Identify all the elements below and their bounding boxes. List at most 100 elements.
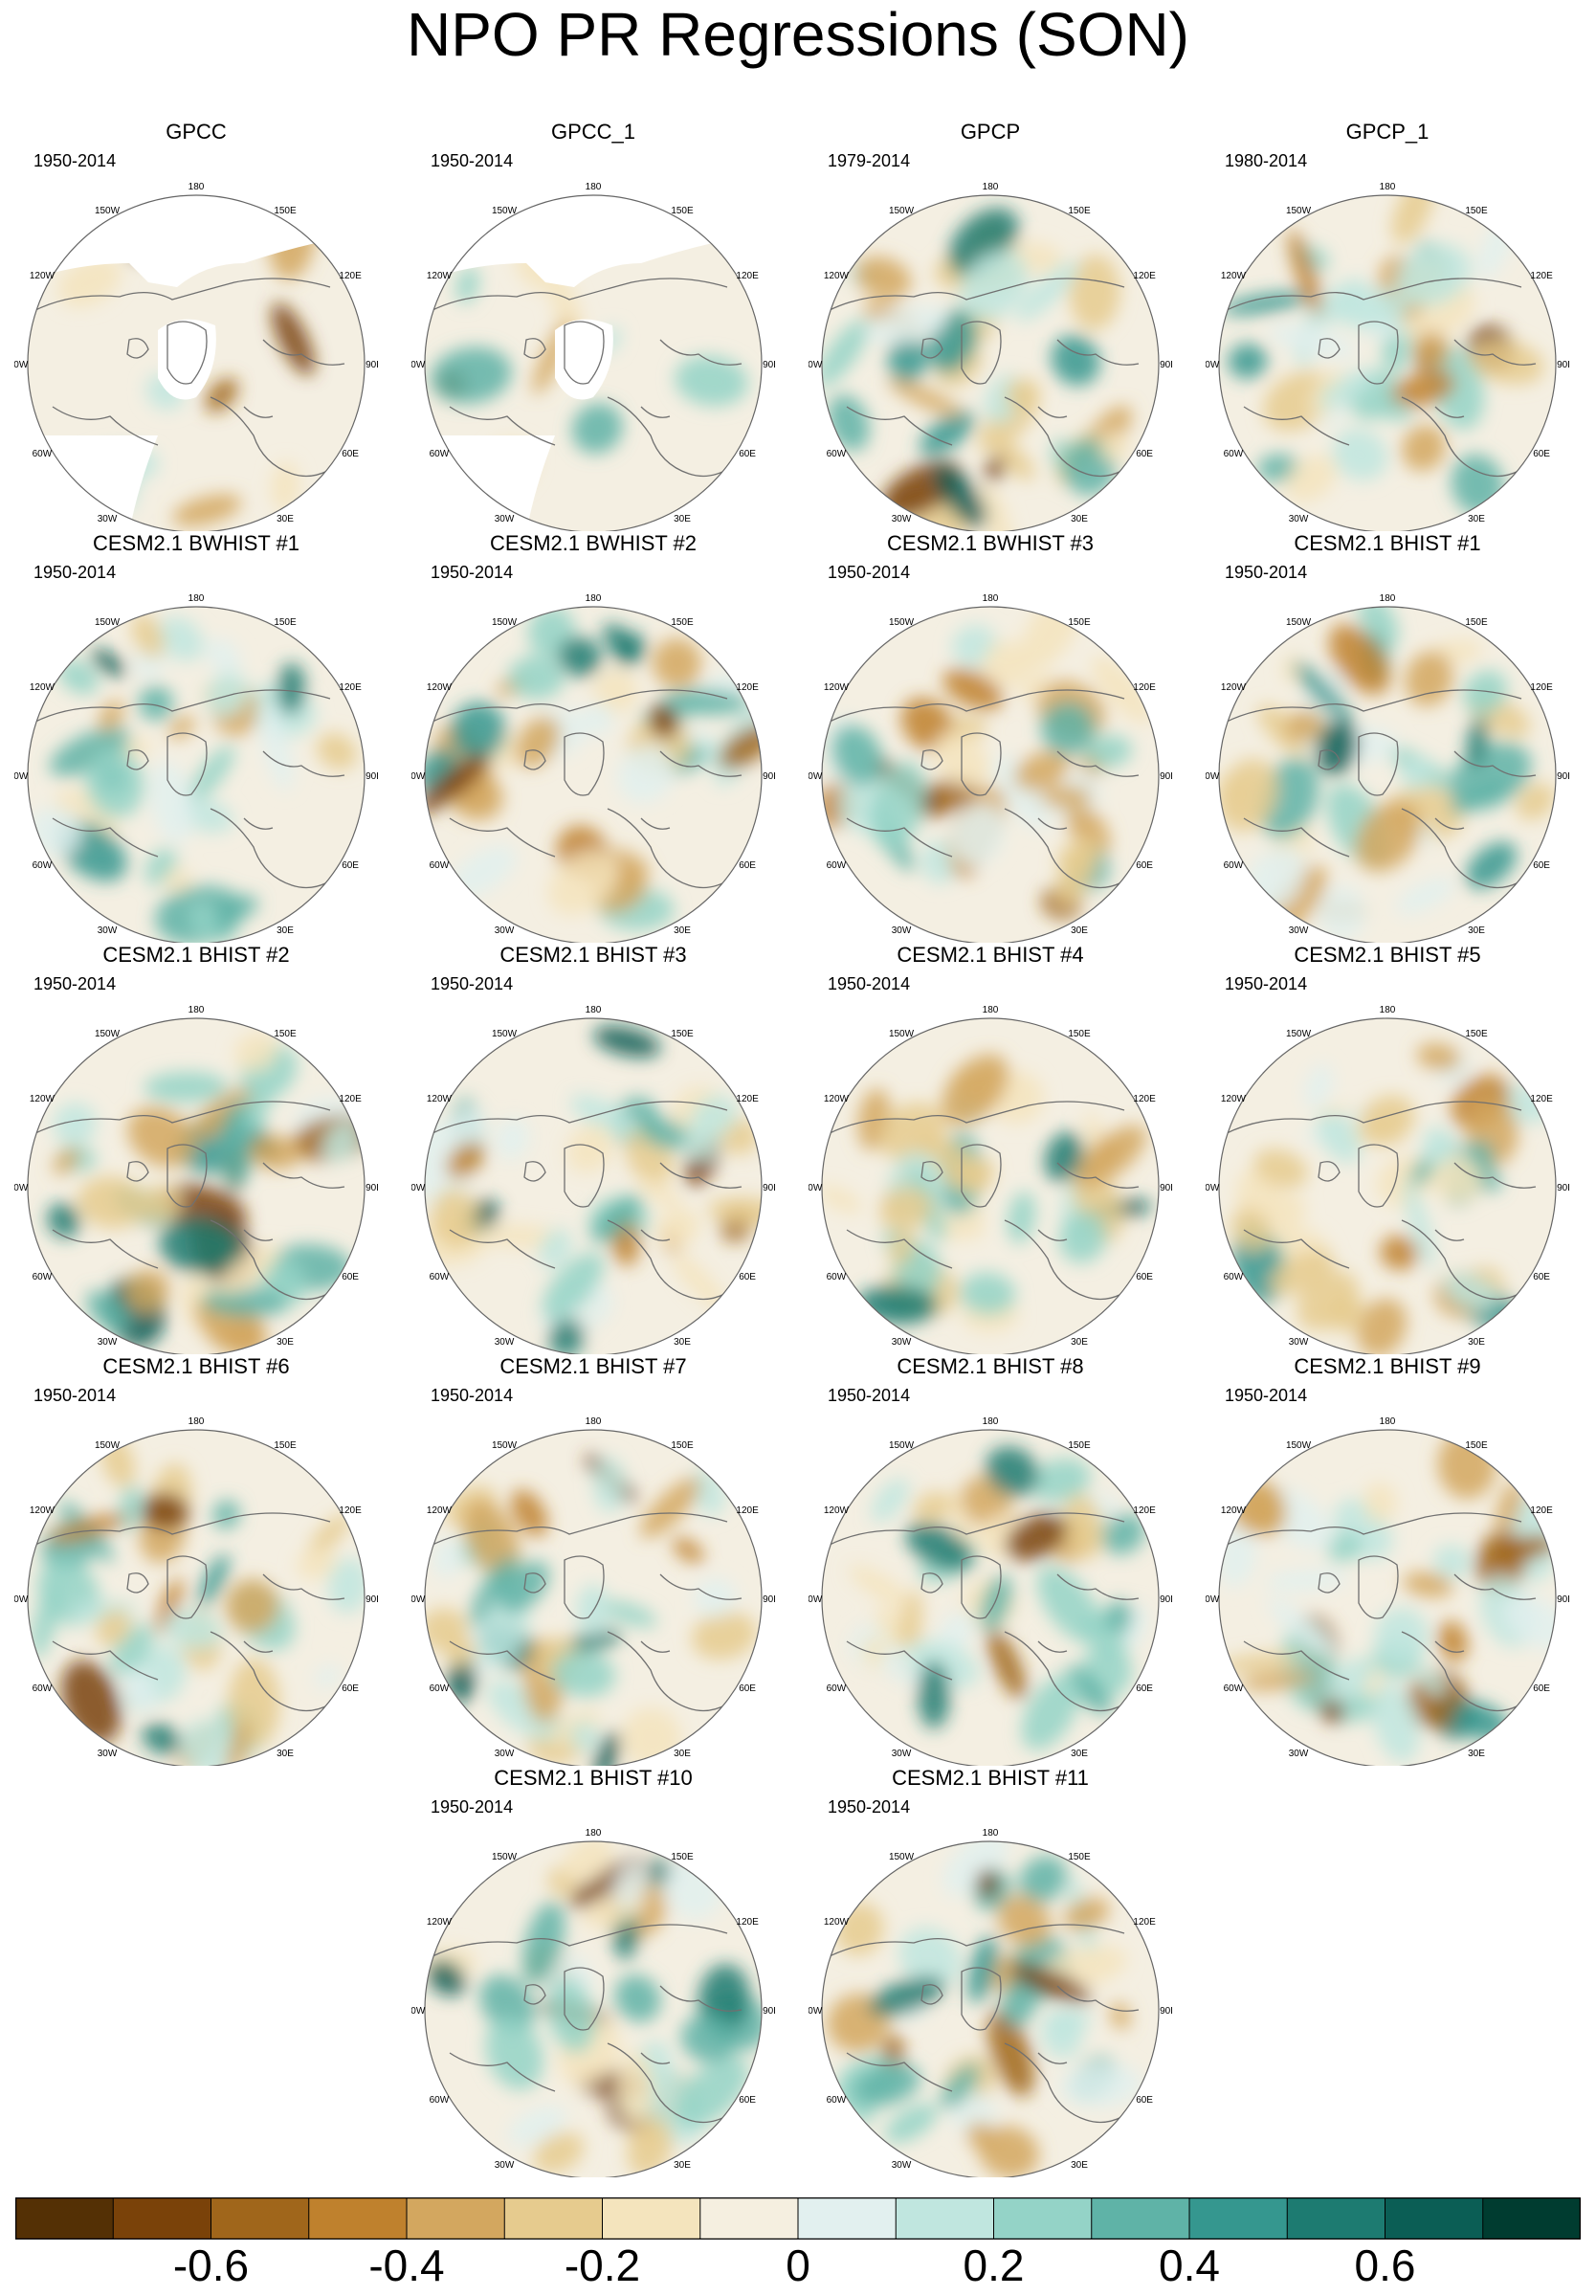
colorbar-box	[1482, 2197, 1581, 2240]
polar-map: 180150E120E90E60E30E030W60W90W120W150W	[809, 1005, 1172, 1354]
lon-label: 150E	[671, 617, 694, 628]
lon-label: 180	[983, 182, 999, 192]
lon-label: 150W	[492, 1029, 518, 1039]
lon-label: 60E	[342, 1272, 359, 1282]
polar-map: 180150E120E90E60E30E030W60W90W120W150W	[411, 1416, 775, 1766]
lon-label: 150W	[95, 617, 121, 628]
lon-label: 180	[983, 593, 999, 604]
lon-label: 60W	[430, 1272, 450, 1282]
lon-label: 120W	[427, 682, 453, 693]
lon-label: 180	[586, 1416, 602, 1427]
lon-label: 30E	[1071, 514, 1088, 524]
polar-map: 180150E120E90E60E30E030W60W90W120W150W	[1206, 1416, 1569, 1766]
lon-label: 120E	[339, 1505, 362, 1516]
lon-label: 60E	[1533, 1272, 1550, 1282]
lon-label: 150W	[1286, 1440, 1312, 1451]
lon-label: 150E	[671, 206, 694, 216]
lon-label: 30E	[1071, 1749, 1088, 1759]
lon-label: 150W	[889, 617, 915, 628]
map-panel: CESM2.1 BWHIST #2 1950-2014 180 150E 120E 90E…	[411, 531, 775, 943]
lon-label: 60W	[1224, 1272, 1244, 1282]
lon-label: 60E	[1533, 449, 1550, 459]
map-panel: GPCP_11980-2014180150E120E90E60E30E030W6…	[1206, 120, 1569, 531]
lon-label: 90W	[411, 2006, 426, 2017]
lon-label: 150E	[671, 1440, 694, 1451]
lon-label: 150E	[1068, 206, 1091, 216]
panel-years: 1950-2014	[1225, 974, 1308, 993]
lon-label: 120E	[736, 271, 759, 281]
panel-title: CESM2.1 BHIST #9	[1294, 1354, 1481, 1378]
lon-label: 150W	[1286, 206, 1312, 216]
lon-label: 60E	[342, 860, 359, 871]
panel-title: CESM2.1 BWHIST #1	[93, 531, 299, 555]
lon-label: 60E	[1136, 2095, 1153, 2106]
panel-years: 1979-2014	[828, 151, 911, 170]
lon-label: 180	[586, 1828, 602, 1839]
lon-label: 120W	[427, 1505, 453, 1516]
lon-label: 120W	[30, 1505, 55, 1516]
panel-title: GPCC	[166, 120, 227, 144]
lon-label: 30E	[674, 925, 691, 936]
map-panel: CESM2.1 BHIST #1 1950-2014 180 150E 120E 90E 6…	[1206, 531, 1569, 943]
lon-label: 120E	[1530, 271, 1553, 281]
map-panel: CESM2.1 BHIST #11 1950-2014 180 150E 120E 90E…	[809, 1766, 1172, 2177]
panel-title: CESM2.1 BWHIST #2	[490, 531, 697, 555]
lon-label: 60E	[1136, 1683, 1153, 1694]
panel-years: 1980-2014	[1225, 151, 1308, 170]
lon-label: 60E	[739, 449, 756, 459]
panel-title: CESM2.1 BHIST #8	[897, 1354, 1084, 1378]
panel-title: CESM2.1 BHIST #7	[499, 1354, 687, 1378]
lon-label: 30E	[1468, 1337, 1485, 1348]
lon-label: 180	[586, 1005, 602, 1015]
polar-map: 180150E120E90E60E30E030W60W90W120W150W	[411, 1828, 775, 2177]
panel-years: 1950-2014	[33, 974, 117, 993]
lon-label: 30E	[1468, 1749, 1485, 1759]
lon-label: 90E	[1557, 771, 1569, 782]
polar-map: 180150E120E90E60E30E030W60W90W120W150W	[809, 1416, 1172, 1766]
polar-map: 180150E120E90E60E30E030W60W90W120W150W	[14, 593, 378, 943]
lon-label: 150W	[889, 1440, 915, 1451]
lon-label: 30E	[277, 925, 294, 936]
panel-years: 1950-2014	[828, 974, 911, 993]
map-panel: CESM2.1 BHIST #6 1950-2014 180 150E 120E 90E 6…	[14, 1354, 378, 1766]
lon-label: 150E	[1068, 1440, 1091, 1451]
lon-label: 30W	[495, 925, 515, 936]
colorbar-box	[602, 2197, 701, 2240]
lon-label: 60E	[739, 1272, 756, 1282]
lon-label: 120W	[824, 1917, 850, 1928]
colorbar-tick-label: 0	[786, 2240, 810, 2290]
lon-label: 150E	[1068, 1029, 1091, 1039]
lon-label: 120W	[824, 271, 850, 281]
lon-label: 120W	[824, 1094, 850, 1104]
lon-label: 90E	[763, 2006, 775, 2017]
lon-label: 30E	[1071, 2160, 1088, 2171]
colorbar-box	[308, 2197, 408, 2240]
lon-label: 90W	[809, 1183, 823, 1193]
panel-years: 1950-2014	[33, 1386, 117, 1405]
lon-label: 180	[1380, 593, 1396, 604]
colorbar-box	[112, 2197, 212, 2240]
lon-label: 120E	[1133, 271, 1156, 281]
colorbar	[15, 2197, 1581, 2240]
lon-label: 180	[983, 1416, 999, 1427]
lon-label: 120E	[339, 271, 362, 281]
lon-label: 150W	[889, 1029, 915, 1039]
lon-label: 120E	[1530, 1505, 1553, 1516]
lon-label: 150E	[1068, 617, 1091, 628]
panel-title: GPCP_1	[1345, 120, 1430, 144]
lon-label: 60W	[1224, 449, 1244, 459]
lon-label: 90W	[1206, 360, 1220, 370]
lon-label: 90W	[809, 360, 823, 370]
colorbar-tick-label: 0.2	[963, 2240, 1025, 2290]
panel-title: CESM2.1 BHIST #5	[1294, 943, 1481, 967]
map-panel: CESM2.1 BWHIST #3 1950-2014 180 150E 120E 90E…	[809, 531, 1172, 943]
lon-label: 60W	[827, 1683, 847, 1694]
lon-label: 120E	[339, 682, 362, 693]
lon-label: 30W	[98, 514, 118, 524]
colorbar-box	[1385, 2197, 1484, 2240]
panel-title: CESM2.1 BHIST #1	[1294, 531, 1481, 555]
lon-label: 90E	[366, 771, 378, 782]
lon-label: 30E	[1468, 514, 1485, 524]
lon-label: 30E	[1071, 925, 1088, 936]
polar-map: 180150E120E90E60E30E030W60W90W120W150W	[14, 1005, 378, 1354]
